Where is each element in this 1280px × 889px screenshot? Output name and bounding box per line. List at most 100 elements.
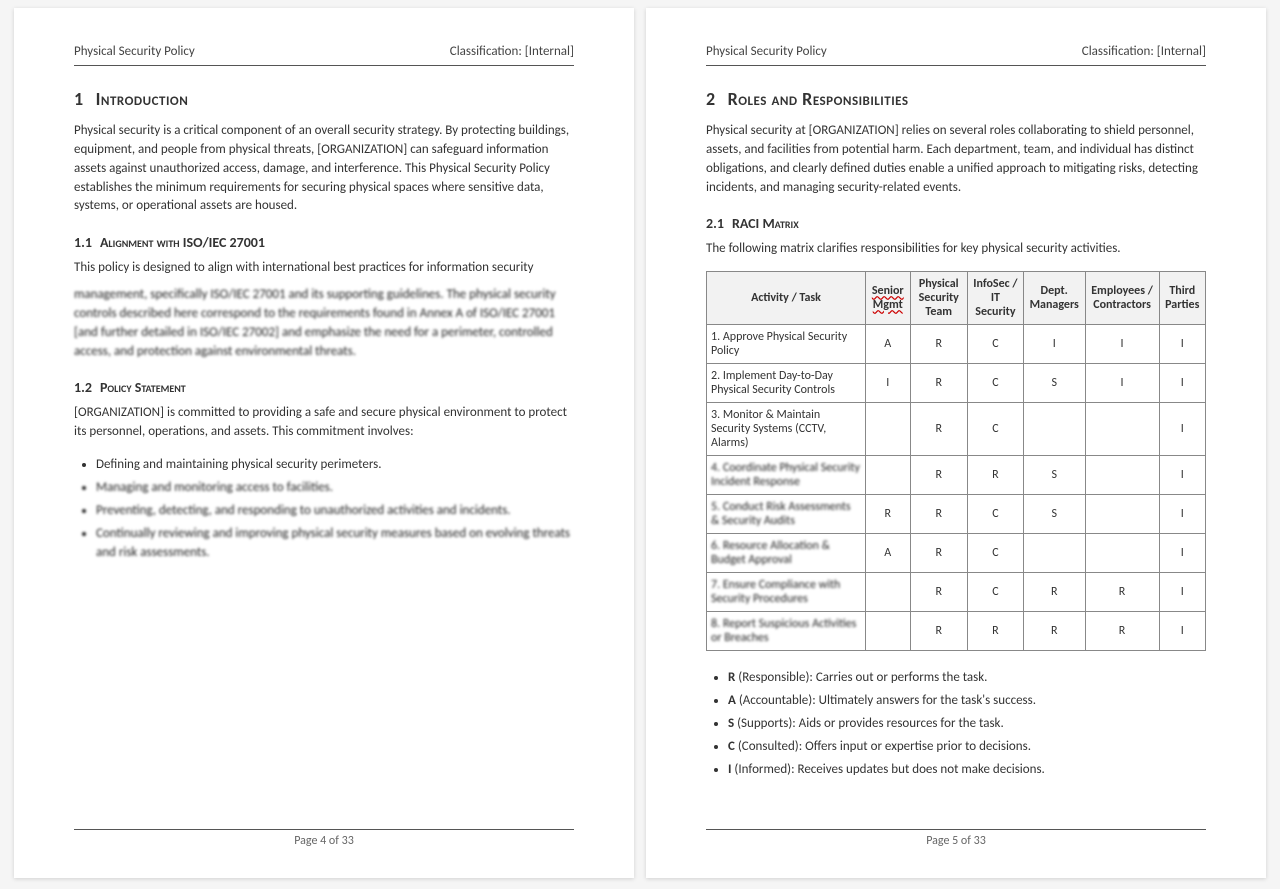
table-cell: C [967,325,1023,364]
subsection-number: 2.1 [706,215,724,232]
table-cell: 3. Monitor & Maintain Security Systems (… [707,403,866,456]
table-cell: R [910,325,967,364]
table-cell: R [866,495,911,534]
table-cell: C [967,495,1023,534]
alignment-paragraph-b: management, specifically ISO/IEC 27001 a… [74,286,574,361]
table-cell: R [967,456,1023,495]
table-cell: 7. Ensure Compliance with Security Proce… [707,573,866,612]
table-cell: R [910,612,967,651]
table-header-cell: InfoSec / IT Security [967,272,1023,325]
table-cell: C [967,534,1023,573]
table-cell [1085,456,1159,495]
table-cell: S [1023,456,1085,495]
subsection-number: 1.1 [74,234,92,251]
roles-intro-paragraph: Physical security at [ORGANIZATION] reli… [706,122,1206,197]
raci-legend: R (Responsible): Carries out or performs… [728,665,1206,783]
section-title: Roles and Responsibilities [728,88,909,110]
table-cell: I [1159,403,1205,456]
raci-table: Activity / TaskSenior MgmtPhysical Secur… [706,271,1206,651]
table-cell [1085,534,1159,573]
table-cell [866,612,911,651]
table-cell: I [866,364,911,403]
section-2-1-heading: 2.1 RACI Matrix [706,215,1206,232]
table-cell [1023,403,1085,456]
table-cell: R [910,456,967,495]
table-row: 1. Approve Physical Security PolicyARCII… [707,325,1206,364]
legend-item: C (Consulted): Offers input or expertise… [728,738,1206,757]
table-cell: R [910,534,967,573]
table-cell: I [1159,495,1205,534]
table-cell: I [1085,364,1159,403]
header-title: Physical Security Policy [706,44,827,59]
table-cell [1085,403,1159,456]
table-cell: R [910,495,967,534]
list-item: Managing and monitoring access to facili… [96,479,574,498]
table-cell: C [967,403,1023,456]
table-cell: R [1085,573,1159,612]
table-cell: R [967,612,1023,651]
table-cell: I [1023,325,1085,364]
table-cell: I [1159,456,1205,495]
table-row: 8. Report Suspicious Activities or Breac… [707,612,1206,651]
table-cell [1023,534,1085,573]
table-cell: 1. Approve Physical Security Policy [707,325,866,364]
section-2-heading: 2 Roles and Responsibilities [706,88,1206,110]
table-cell: 8. Report Suspicious Activities or Breac… [707,612,866,651]
table-row: 5. Conduct Risk Assessments & Security A… [707,495,1206,534]
table-cell: 4. Coordinate Physical Security Incident… [707,456,866,495]
table-header-cell: Employees / Contractors [1085,272,1159,325]
header-title: Physical Security Policy [74,44,195,59]
table-cell: I [1085,325,1159,364]
intro-paragraph: Physical security is a critical componen… [74,122,574,216]
list-item: Defining and maintaining physical securi… [96,456,574,475]
table-header-cell: Physical Security Team [910,272,967,325]
table-cell [866,573,911,612]
alignment-paragraph-a: This policy is designed to align with in… [74,259,574,278]
policy-statement-paragraph: [ORGANIZATION] is committed to providing… [74,404,574,442]
table-cell: R [910,573,967,612]
policy-bullet-list: Defining and maintaining physical securi… [96,452,574,566]
table-cell: R [910,403,967,456]
table-header-cell: Senior Mgmt [866,272,911,325]
subsection-number: 1.2 [74,379,92,396]
table-header-cell: Dept. Managers [1023,272,1085,325]
page-footer: Page 5 of 33 [706,829,1206,848]
table-row: 7. Ensure Compliance with Security Proce… [707,573,1206,612]
subsection-title: RACI Matrix [732,215,799,232]
page-5: Physical Security Policy Classification:… [646,8,1266,878]
header-classification: Classification: [Internal] [1082,44,1206,59]
legend-item: R (Responsible): Carries out or performs… [728,669,1206,688]
table-row: 6. Resource Allocation & Budget Approval… [707,534,1206,573]
table-cell [866,403,911,456]
table-cell [866,456,911,495]
table-cell: C [967,573,1023,612]
table-cell: I [1159,325,1205,364]
subsection-title: Alignment with ISO/IEC 27001 [100,234,265,251]
table-cell: 6. Resource Allocation & Budget Approval [707,534,866,573]
legend-item: I (Informed): Receives updates but does … [728,761,1206,780]
table-cell: 2. Implement Day-to-Day Physical Securit… [707,364,866,403]
page-footer: Page 4 of 33 [74,829,574,848]
section-1-2-heading: 1.2Policy Statement [74,379,574,396]
table-header-row: Activity / TaskSenior MgmtPhysical Secur… [707,272,1206,325]
table-cell: I [1159,534,1205,573]
section-number: 1 [74,88,84,110]
legend-item: S (Supports): Aids or provides resources… [728,715,1206,734]
raci-intro-paragraph: The following matrix clarifies responsib… [706,240,1206,259]
list-item: Continually reviewing and improving phys… [96,525,574,563]
table-cell: I [1159,364,1205,403]
table-row: 2. Implement Day-to-Day Physical Securit… [707,364,1206,403]
table-header-cell: Third Parties [1159,272,1205,325]
table-cell [1085,495,1159,534]
section-1-1-heading: 1.1 Alignment with ISO/IEC 27001 [74,234,574,251]
page-header: Physical Security Policy Classification:… [74,44,574,66]
section-number: 2 [706,88,716,110]
table-cell: 5. Conduct Risk Assessments & Security A… [707,495,866,534]
table-cell: A [866,534,911,573]
header-classification: Classification: [Internal] [450,44,574,59]
list-item: Preventing, detecting, and responding to… [96,502,574,521]
table-cell: R [910,364,967,403]
table-cell: I [1159,612,1205,651]
table-header-cell: Activity / Task [707,272,866,325]
table-cell: R [1085,612,1159,651]
